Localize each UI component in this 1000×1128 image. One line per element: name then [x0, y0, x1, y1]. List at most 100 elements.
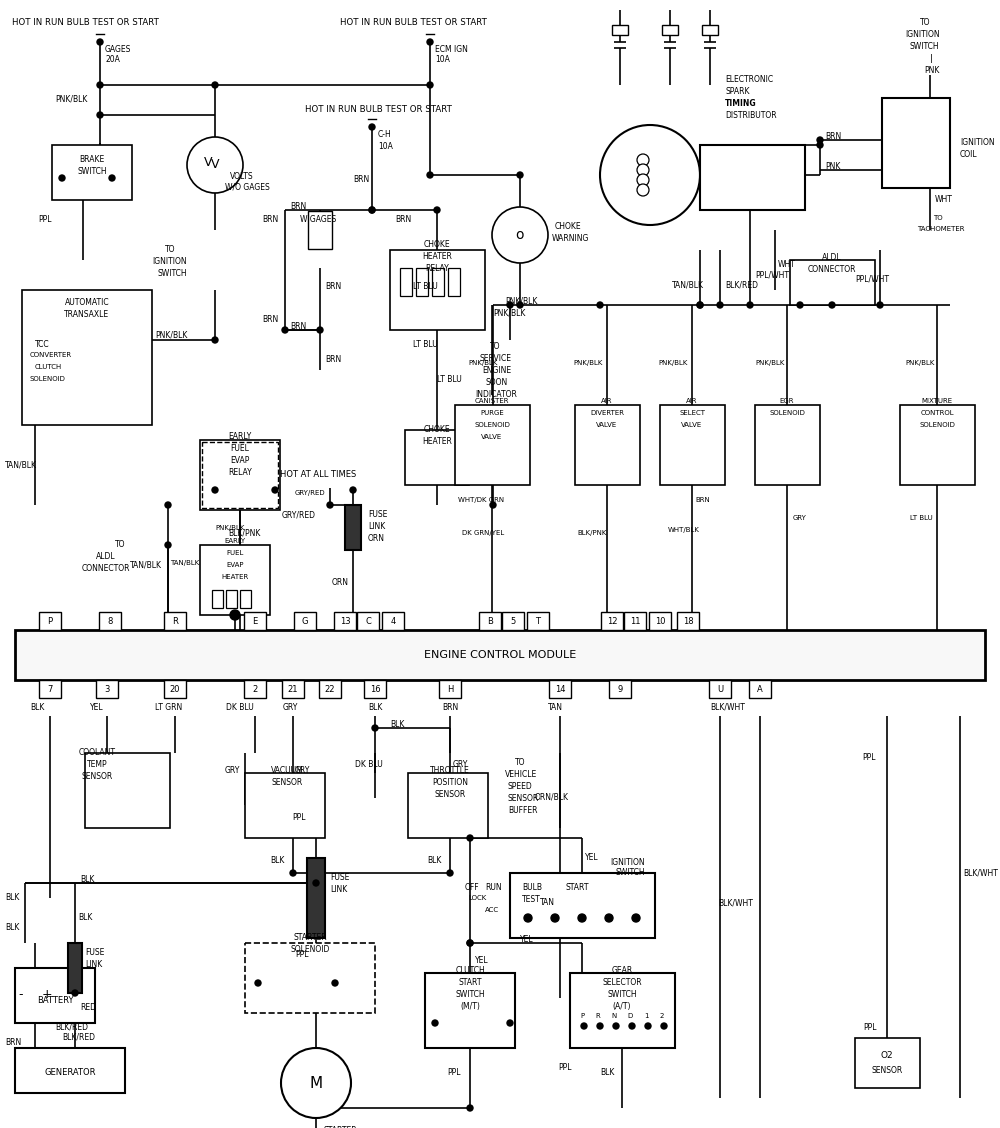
Text: GAGES: GAGES [105, 45, 131, 54]
Text: V: V [211, 159, 219, 171]
Circle shape [447, 870, 453, 876]
Text: C: C [365, 617, 371, 626]
Circle shape [637, 174, 649, 186]
Text: A: A [757, 685, 763, 694]
Text: HEATER: HEATER [422, 437, 452, 446]
Text: VOLTS: VOLTS [230, 171, 254, 180]
Circle shape [637, 155, 649, 166]
Circle shape [467, 940, 473, 946]
Bar [425, 973, 515, 1048]
Circle shape [507, 302, 513, 308]
Text: BUFFER: BUFFER [508, 807, 538, 816]
Text: LT BLU: LT BLU [437, 374, 462, 384]
Text: AUTOMATIC: AUTOMATIC [65, 298, 109, 307]
Circle shape [281, 1048, 351, 1118]
Circle shape [600, 125, 700, 224]
Text: BLK: BLK [80, 875, 94, 884]
Bar [319, 680, 341, 698]
Bar [790, 259, 875, 305]
Text: P: P [47, 617, 53, 626]
Bar [15, 1048, 125, 1093]
Text: AIR: AIR [686, 398, 698, 404]
Text: BLK: BLK [427, 856, 441, 865]
Text: GENERATOR: GENERATOR [44, 1068, 96, 1077]
Text: PNK/BLK: PNK/BLK [658, 360, 687, 365]
Bar [334, 613, 356, 631]
Circle shape [717, 302, 723, 308]
Text: SWITCH: SWITCH [77, 167, 107, 176]
Circle shape [581, 1023, 587, 1029]
Bar [677, 613, 699, 631]
Text: GRY/RED: GRY/RED [282, 510, 316, 519]
Text: PNK/BLK: PNK/BLK [573, 360, 602, 365]
Text: START: START [565, 883, 588, 892]
Text: SOLENOID: SOLENOID [769, 409, 805, 416]
Text: HOT IN RUN BULB TEST OR START: HOT IN RUN BULB TEST OR START [340, 18, 487, 27]
Bar [601, 613, 623, 631]
Text: BLK/WHT: BLK/WHT [710, 703, 745, 712]
Circle shape [597, 302, 603, 308]
Circle shape [605, 914, 613, 922]
Text: BLK: BLK [390, 720, 404, 729]
Text: LINK: LINK [368, 522, 385, 531]
Bar [68, 943, 82, 993]
Text: TEST: TEST [522, 895, 541, 904]
Circle shape [517, 302, 523, 308]
Circle shape [597, 1023, 603, 1029]
Circle shape [317, 327, 323, 333]
Text: FUSE: FUSE [330, 873, 349, 882]
Text: WARNING: WARNING [552, 233, 589, 243]
Text: THROTTLE: THROTTLE [430, 766, 470, 775]
Text: FUSE: FUSE [85, 948, 104, 957]
Text: CHOKE: CHOKE [424, 240, 450, 249]
Text: D: D [627, 1013, 633, 1019]
Text: CANISTER: CANISTER [475, 398, 509, 404]
Text: HOT AT ALL TIMES: HOT AT ALL TIMES [280, 470, 356, 479]
Text: MIXTURE: MIXTURE [921, 398, 953, 404]
Text: STARTER: STARTER [323, 1126, 357, 1128]
Bar [357, 613, 379, 631]
Text: 10A: 10A [435, 55, 450, 64]
Bar [755, 405, 820, 485]
Text: VALVE: VALVE [596, 422, 618, 428]
Text: DK BLU: DK BLU [226, 703, 254, 712]
Bar [240, 590, 251, 608]
Text: WHT: WHT [935, 195, 953, 204]
Text: BATTERY: BATTERY [37, 996, 73, 1005]
Text: PNK/BLK: PNK/BLK [155, 331, 187, 340]
Circle shape [877, 302, 883, 308]
Text: FUEL: FUEL [226, 550, 244, 556]
Text: DISTRIBUTOR: DISTRIBUTOR [725, 111, 777, 120]
Text: 9: 9 [617, 685, 623, 694]
Text: BRN: BRN [825, 132, 841, 141]
Text: SELECTOR: SELECTOR [602, 978, 642, 987]
Bar [15, 631, 985, 680]
Circle shape [72, 990, 78, 996]
Circle shape [432, 1020, 438, 1026]
Text: WHT: WHT [778, 259, 796, 268]
Text: IGNITION: IGNITION [960, 138, 995, 147]
Text: ENGINE CONTROL MODULE: ENGINE CONTROL MODULE [424, 650, 576, 660]
Bar [22, 290, 152, 425]
Circle shape [369, 124, 375, 130]
Text: BLK/RED: BLK/RED [62, 1033, 95, 1042]
Text: TO: TO [920, 18, 930, 27]
Text: COIL: COIL [960, 150, 978, 159]
Text: EARLY: EARLY [224, 538, 246, 544]
Text: BLK/PNK: BLK/PNK [228, 528, 260, 537]
Bar [624, 613, 646, 631]
Text: ECM IGN: ECM IGN [435, 45, 468, 54]
Circle shape [350, 487, 356, 493]
Bar [244, 680, 266, 698]
Text: VACUUM: VACUUM [271, 766, 303, 775]
Text: SOLENOID: SOLENOID [474, 422, 510, 428]
Text: o: o [516, 228, 524, 243]
Text: (M/T): (M/T) [460, 1002, 480, 1011]
Text: 10A: 10A [378, 142, 393, 151]
Text: TO: TO [165, 245, 176, 254]
Text: |: | [930, 54, 933, 63]
Circle shape [467, 835, 473, 841]
Text: RED: RED [80, 1003, 96, 1012]
Circle shape [187, 136, 243, 193]
Text: PPL: PPL [38, 215, 52, 224]
